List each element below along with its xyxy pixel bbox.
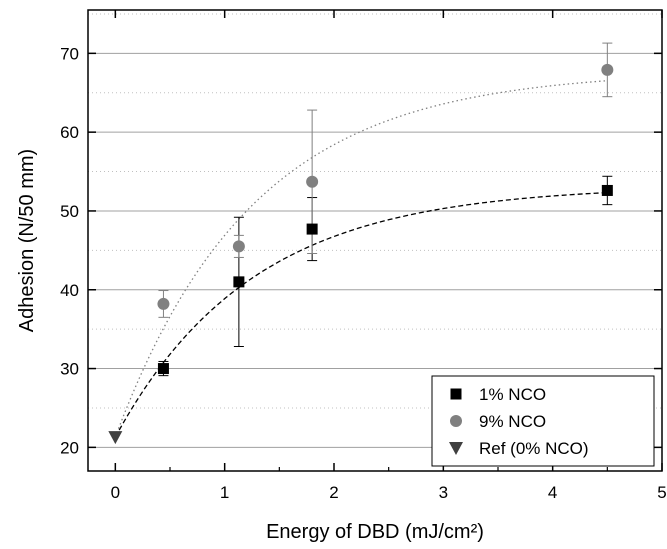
y-tick-label: 20 <box>60 438 79 457</box>
legend-label: 9% NCO <box>479 412 546 431</box>
data-point-circle <box>157 297 170 310</box>
x-tick-label: 4 <box>548 483 557 502</box>
data-point-circle <box>601 63 614 76</box>
x-axis-title: Energy of DBD (mJ/cm²) <box>266 521 484 543</box>
legend-box <box>431 375 655 467</box>
legend: 1% NCO 9% NCO Ref (0% NCO) <box>431 375 655 467</box>
fit-curve <box>114 191 608 438</box>
x-tick-label: 2 <box>329 483 338 502</box>
legend-marker <box>449 442 463 455</box>
x-tick-label: 0 <box>111 483 120 502</box>
legend-marker <box>450 415 462 427</box>
y-tick-label: 50 <box>60 202 79 221</box>
legend-marker <box>450 388 462 400</box>
data-point-square <box>233 276 245 288</box>
data-point-triangle-down <box>108 431 123 445</box>
plot-frame <box>87 9 663 472</box>
data-point-circle <box>232 240 245 253</box>
data-point-square <box>601 184 613 196</box>
data-markers <box>108 63 614 445</box>
fit-curve <box>114 80 608 438</box>
y-tick-label: 60 <box>60 123 79 142</box>
x-tick-label: 5 <box>657 483 666 502</box>
data-point-square <box>157 363 169 375</box>
legend-label: Ref (0% NCO) <box>479 439 589 458</box>
axes: 0 1 2 3 4 5 20 30 40 50 60 70 <box>60 10 667 502</box>
data-point-square <box>306 223 318 235</box>
fit-curves <box>114 80 608 438</box>
x-tick-label: 3 <box>439 483 448 502</box>
legend-label: 1% NCO <box>479 385 546 404</box>
y-tick-label: 70 <box>60 44 79 63</box>
y-tick-label: 40 <box>60 281 79 300</box>
x-tick-label: 1 <box>220 483 229 502</box>
y-tick-label: 30 <box>60 360 79 379</box>
data-point-circle <box>306 175 319 188</box>
y-axis-title: Adhesion (N/50 mm) <box>16 149 38 332</box>
